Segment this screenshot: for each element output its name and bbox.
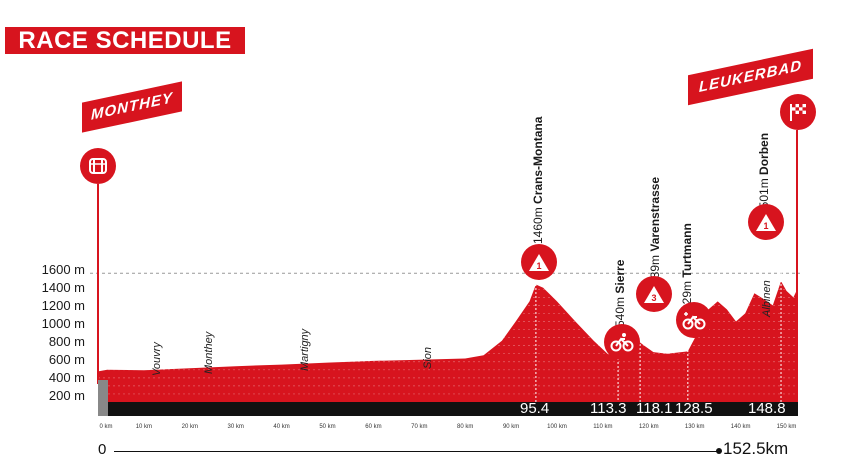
intermediate-sprint-icon xyxy=(604,324,640,360)
y-label: 1400 m xyxy=(41,280,85,295)
km-tick-label: 120 km xyxy=(638,424,659,430)
km-value: 95.4 xyxy=(520,400,550,417)
y-label: 600 m xyxy=(48,352,85,367)
km-tick-label: 70 km xyxy=(411,424,428,430)
km-tick-label: 0 km xyxy=(99,424,113,430)
summit-label: 1501m Dorben xyxy=(757,132,771,215)
svg-text:1: 1 xyxy=(763,221,768,231)
town-label: Sion xyxy=(422,346,434,369)
start-icon xyxy=(80,148,116,184)
summit-label: 1460m Crans-Montana xyxy=(531,116,545,244)
km-tick-label: 50 km xyxy=(319,424,336,430)
summit-label: 540m Sierre xyxy=(613,259,627,327)
km-tick-label: 80 km xyxy=(457,424,474,430)
y-label: 1000 m xyxy=(41,316,85,331)
km-tick-label: 150 km xyxy=(776,424,797,430)
km-tick-label: 60 km xyxy=(365,424,382,430)
km-tick-label: 90 km xyxy=(502,424,520,430)
summit-label: 629m Turtmann xyxy=(680,223,694,311)
distance-dot xyxy=(716,448,722,454)
km-bar xyxy=(108,402,798,416)
svg-text:3: 3 xyxy=(651,293,656,303)
km-tick-label: 40 km xyxy=(273,424,290,430)
climb-icon: 1 xyxy=(521,244,557,280)
km-value: 113.3 xyxy=(590,400,627,417)
start-strip xyxy=(98,380,108,416)
page-title: RACE SCHEDULE xyxy=(5,27,245,54)
y-label: 1600 m xyxy=(41,262,85,277)
km-tick-label: 30 km xyxy=(227,424,244,430)
town-label: Monthey xyxy=(203,331,215,374)
km-value: 128.5 xyxy=(675,400,713,417)
y-label: 400 m xyxy=(48,370,85,385)
town-label: Martigny xyxy=(299,328,311,371)
distance-start: 0 xyxy=(98,441,107,458)
km-tick-label: 20 km xyxy=(181,424,198,430)
climb-icon: 1 xyxy=(748,204,784,240)
climb-icon: 3 xyxy=(636,276,672,312)
svg-text:1: 1 xyxy=(536,261,541,271)
finish-flag-icon xyxy=(780,94,816,130)
km-tick-label: 130 km xyxy=(684,424,705,430)
km-tick-label: 10 km xyxy=(135,424,153,430)
km-value: 148.8 xyxy=(748,400,786,417)
elevation-area xyxy=(98,281,798,402)
bonus-sprint-icon xyxy=(676,302,712,338)
town-label: Albinen xyxy=(761,280,773,317)
distance-line xyxy=(114,451,718,452)
distance-end: 152.5km xyxy=(723,439,789,458)
y-label: 1200 m xyxy=(41,298,85,313)
km-tick-label: 100 km xyxy=(547,424,567,430)
summit-label: 739m Varenstrasse xyxy=(648,176,662,285)
km-tick-label: 110 km xyxy=(593,424,613,430)
km-tick-label: 140 km xyxy=(730,424,751,430)
y-label: 200 m xyxy=(48,388,85,403)
y-label: 800 m xyxy=(48,334,85,349)
town-label: Vouvry xyxy=(151,342,163,376)
km-value: 118.1 xyxy=(636,400,673,417)
